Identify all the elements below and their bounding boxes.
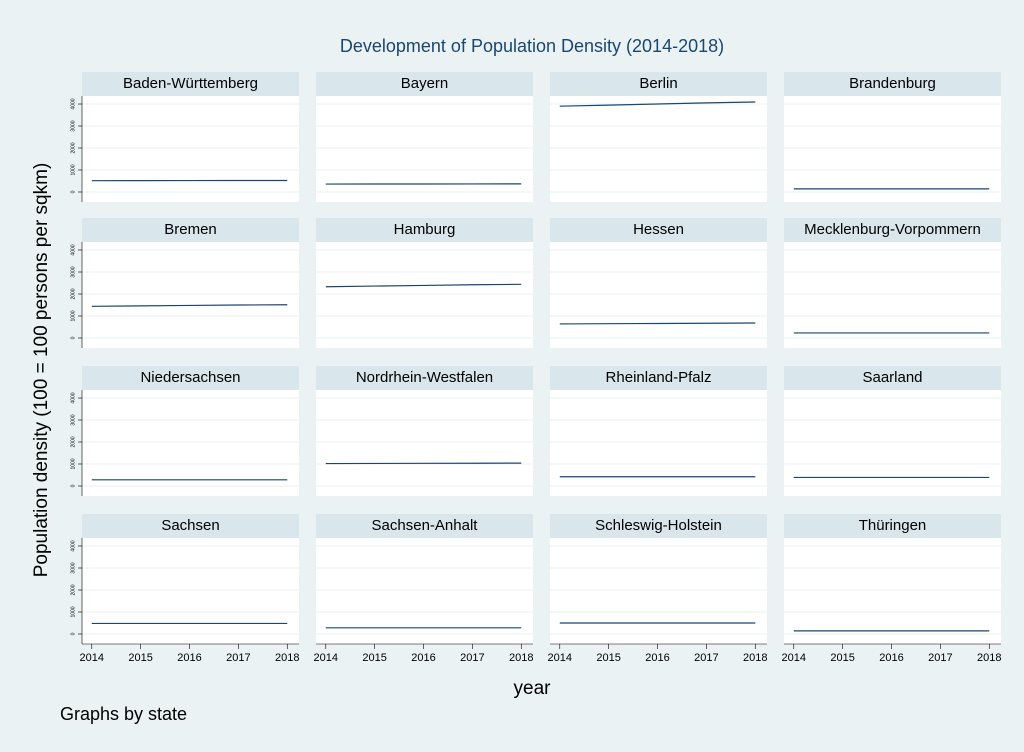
panel-header — [784, 514, 1001, 538]
line-series — [559, 322, 756, 325]
panel-title: Sachsen — [161, 517, 219, 534]
panel-header — [316, 72, 533, 96]
panel-title: Baden-Württemberg — [123, 75, 258, 92]
panel-title: Rheinland-Pfalz — [606, 369, 712, 386]
panel-title: Hamburg — [394, 221, 456, 238]
panel-title: Schleswig-Holstein — [595, 517, 722, 534]
x-tick-label: 2014 — [548, 652, 572, 664]
y-tick-label: 4000 — [70, 540, 76, 551]
x-tick-label: 2014 — [782, 652, 806, 664]
line-series — [91, 304, 288, 307]
panel-title: Bayern — [401, 75, 449, 92]
panel-header — [316, 366, 533, 390]
y-tick-label: 3000 — [70, 414, 76, 425]
panel-title: Hessen — [633, 221, 684, 238]
x-tick-label: 2016 — [879, 652, 903, 664]
panel-title: Sachsen-Anhalt — [372, 517, 479, 534]
y-tick-label: 0 — [70, 484, 76, 487]
plot-area — [784, 242, 1001, 348]
panel-header — [550, 366, 767, 390]
panel-title: Niedersachsen — [140, 369, 240, 386]
panel-header — [82, 366, 299, 390]
y-tick-label: 2000 — [70, 288, 76, 299]
y-tick-label: 1000 — [70, 310, 76, 321]
y-tick-label: 3000 — [70, 562, 76, 573]
x-tick-label: 2016 — [645, 652, 669, 664]
plot-area — [550, 96, 767, 202]
x-axis-label: year — [514, 678, 552, 699]
x-tick-label: 2016 — [411, 652, 435, 664]
y-tick-label: 1000 — [70, 458, 76, 469]
panel-header — [784, 218, 1001, 242]
panel-title: Brandenburg — [849, 75, 936, 92]
y-tick-label: 4000 — [70, 244, 76, 255]
plot-area — [82, 242, 299, 348]
y-tick-label: 2000 — [70, 436, 76, 447]
x-tick-label: 2015 — [362, 652, 386, 664]
plot-area — [550, 538, 767, 644]
x-tick-label: 2017 — [694, 652, 718, 664]
plot-area — [784, 96, 1001, 202]
x-tick-label: 2015 — [596, 652, 620, 664]
plot-area — [82, 96, 299, 202]
y-tick-label: 4000 — [70, 392, 76, 403]
plot-area — [550, 242, 767, 348]
x-tick-label: 2015 — [128, 652, 152, 664]
x-tick-label: 2016 — [177, 652, 201, 664]
y-tick-label: 2000 — [70, 142, 76, 153]
panel-header — [784, 366, 1001, 390]
panel-header — [550, 72, 767, 96]
y-axis-label: Population density (100 = 100 persons pe… — [31, 163, 52, 578]
panel-title: Nordrhein-Westfalen — [356, 369, 493, 386]
x-tick-label: 2015 — [830, 652, 854, 664]
plot-area — [784, 538, 1001, 644]
plot-area — [316, 242, 533, 348]
plot-area — [316, 538, 533, 644]
y-tick-label: 0 — [70, 336, 76, 339]
panel-header — [82, 72, 299, 96]
plot-area — [316, 390, 533, 496]
line-series — [559, 101, 756, 107]
y-tick-label: 0 — [70, 190, 76, 193]
line-series — [325, 283, 522, 288]
note: Graphs by state — [60, 704, 187, 724]
panel-header — [784, 72, 1001, 96]
panel-header — [316, 218, 533, 242]
chart-title: Development of Population Density (2014-… — [340, 36, 724, 56]
panel-title: Bremen — [164, 221, 217, 238]
plot-area — [316, 96, 533, 202]
panel-header — [82, 218, 299, 242]
x-tick-label: 2017 — [226, 652, 250, 664]
panel-title: Mecklenburg-Vorpommern — [804, 221, 981, 238]
panel-title: Thüringen — [859, 517, 927, 534]
x-tick-label: 2014 — [314, 652, 338, 664]
y-tick-label: 0 — [70, 632, 76, 635]
panel-header — [550, 514, 767, 538]
panel-header — [316, 514, 533, 538]
y-tick-label: 4000 — [70, 98, 76, 109]
x-tick-label: 2018 — [977, 652, 1001, 664]
x-tick-label: 2017 — [460, 652, 484, 664]
y-tick-label: 2000 — [70, 584, 76, 595]
panel-title: Saarland — [862, 369, 922, 386]
x-tick-label: 2018 — [275, 652, 299, 664]
plot-area — [82, 390, 299, 496]
y-tick-label: 3000 — [70, 266, 76, 277]
y-tick-label: 1000 — [70, 164, 76, 175]
y-tick-label: 3000 — [70, 120, 76, 131]
plot-area — [784, 390, 1001, 496]
x-tick-label: 2018 — [509, 652, 533, 664]
panel-header — [550, 218, 767, 242]
panel-header — [82, 514, 299, 538]
plot-area — [550, 390, 767, 496]
y-tick-label: 1000 — [70, 606, 76, 617]
x-tick-label: 2014 — [80, 652, 104, 664]
x-tick-label: 2018 — [743, 652, 767, 664]
x-tick-label: 2017 — [928, 652, 952, 664]
panel-title: Berlin — [639, 75, 677, 92]
plot-area — [82, 538, 299, 644]
